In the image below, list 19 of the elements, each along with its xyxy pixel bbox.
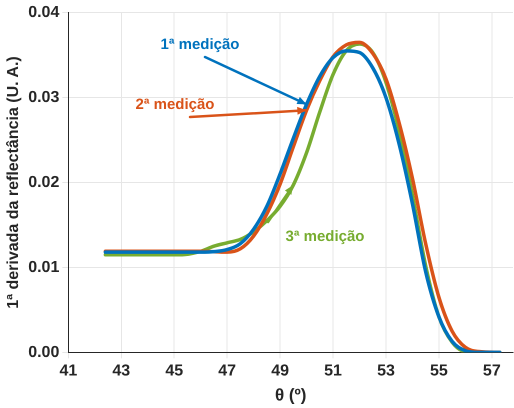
- x-tick-label: 49: [271, 362, 290, 380]
- y-tick-label: 0.04: [28, 4, 60, 22]
- text: 1ª medição: [160, 36, 240, 54]
- y-tick-label: 0.01: [28, 258, 60, 276]
- x-tick-label: 43: [112, 362, 130, 380]
- x-tick-label: 45: [165, 362, 184, 380]
- x-axis-title: θ (º): [274, 385, 306, 404]
- x-tick-label: 51: [324, 362, 342, 380]
- x-tick-label: 57: [482, 362, 501, 380]
- y-axis-title: 1ª derivada da reflectância (U. A.): [5, 56, 22, 309]
- y-tick-label: 0.02: [28, 174, 60, 191]
- x-tick-label: 41: [59, 362, 78, 380]
- y-tick-label: 0.03: [28, 88, 60, 106]
- series-label: 3ª medição: [286, 228, 364, 246]
- x-tick-label: 47: [218, 362, 236, 380]
- y-tick-label: 0.00: [28, 344, 60, 361]
- text: 2ª medição: [136, 96, 214, 114]
- x-tick-label: 55: [430, 362, 448, 380]
- x-tick-label: 53: [377, 362, 395, 380]
